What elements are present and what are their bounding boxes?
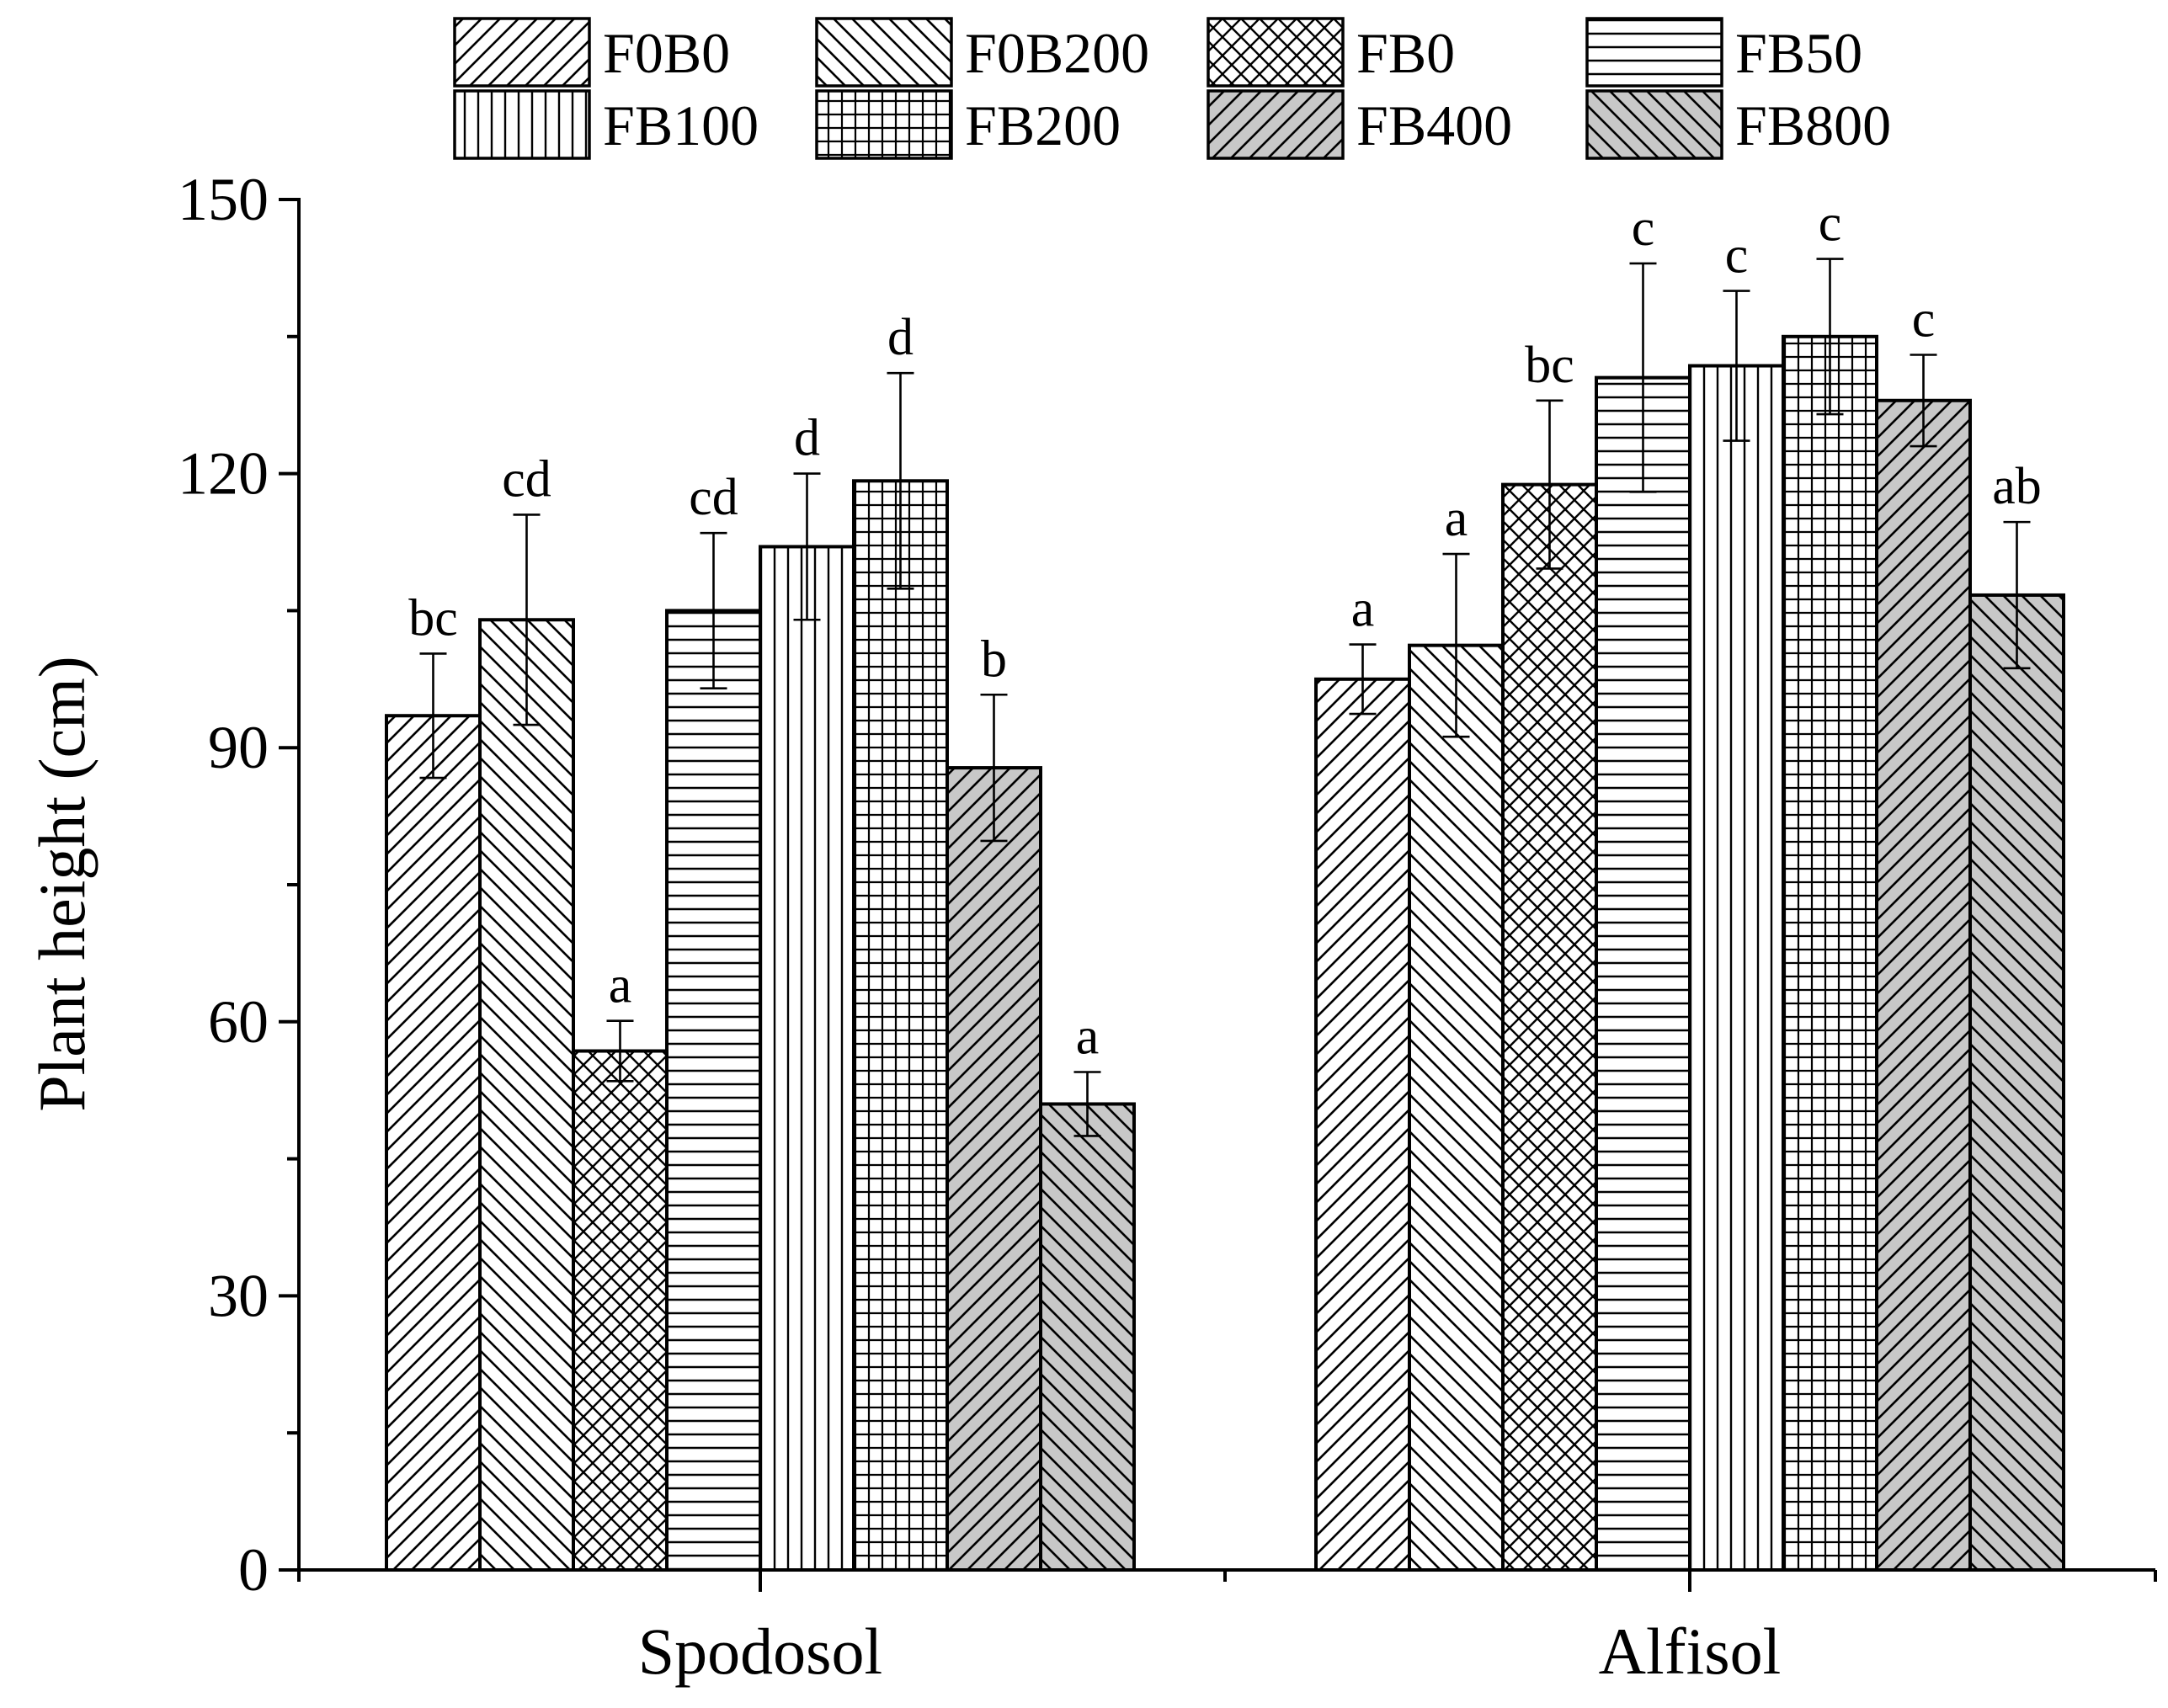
legend-swatch-fb100 (453, 89, 591, 160)
bar-f0b200-alfisol (1408, 643, 1505, 1572)
y-tick-label-60: 60 (208, 988, 269, 1056)
significance-label-fb0-alfisol: bc (1525, 337, 1574, 394)
significance-label-f0b0-spodosol: bc (408, 589, 458, 646)
bar-fb800-spodosol (1039, 1102, 1136, 1572)
significance-label-fb200-spodosol: d (887, 309, 914, 366)
y-tick-label-30: 30 (208, 1262, 269, 1329)
legend-label-fb200: FB200 (965, 93, 1121, 157)
y-tick-label-90: 90 (208, 714, 269, 781)
significance-label-fb400-spodosol: b (981, 631, 1007, 688)
significance-label-f0b0-alfisol: a (1351, 581, 1375, 638)
legend-label-fb0: FB0 (1356, 21, 1455, 85)
y-tick-label-0: 0 (238, 1536, 269, 1604)
x-tick-label-spodosol: Spodosol (638, 1615, 882, 1688)
significance-label-fb400-alfisol: c (1912, 291, 1936, 349)
legend-swatch-f0b200 (815, 17, 953, 88)
bar-fb50-spodosol (665, 609, 762, 1572)
significance-label-f0b200-alfisol: a (1445, 490, 1468, 547)
bar-fb400-spodosol (946, 766, 1042, 1572)
bar-f0b0-spodosol (385, 714, 482, 1572)
bar-fb400-alfisol (1875, 398, 1972, 1572)
y-axis-title: Plant height (cm) (25, 656, 99, 1112)
legend-label-f0b200: F0B200 (965, 21, 1149, 85)
legend-swatch-fb200 (815, 89, 953, 160)
significance-label-fb0-spodosol: a (609, 957, 632, 1014)
bar-fb0-alfisol (1501, 482, 1598, 1572)
bar-f0b0-alfisol (1314, 677, 1411, 1572)
significance-label-fb800-alfisol: ab (1992, 458, 2042, 515)
legend-label-fb100: FB100 (603, 93, 759, 157)
significance-label-fb100-alfisol: c (1725, 227, 1749, 285)
bar-fb100-alfisol (1688, 364, 1785, 1572)
legend-swatch-fb0 (1207, 17, 1345, 88)
legend-label-fb400: FB400 (1356, 93, 1512, 157)
bar-fb0-spodosol (572, 1049, 669, 1572)
significance-label-fb800-spodosol: a (1076, 1008, 1100, 1065)
bar-fb800-alfisol (1968, 593, 2065, 1572)
y-tick-label-120: 120 (178, 440, 269, 508)
bar-f0b200-spodosol (478, 618, 575, 1572)
bar-fb100-spodosol (759, 545, 855, 1572)
legend-label-fb800: FB800 (1735, 93, 1891, 157)
significance-label-f0b200-spodosol: cd (502, 450, 551, 508)
legend-swatch-fb400 (1207, 89, 1345, 160)
legend-swatch-fb50 (1585, 17, 1723, 88)
bar-fb200-spodosol (852, 479, 949, 1572)
significance-label-fb50-spodosol: cd (689, 469, 738, 526)
y-tick-label-150: 150 (178, 166, 269, 233)
legend-swatch-f0b0 (453, 17, 591, 88)
significance-label-fb200-alfisol: c (1819, 195, 1842, 253)
bar-fb200-alfisol (1782, 334, 1878, 1572)
legend-swatch-fb800 (1585, 89, 1723, 160)
significance-label-fb100-spodosol: d (794, 410, 820, 467)
legend-label-f0b0: F0B0 (603, 21, 730, 85)
x-tick-label-alfisol: Alfisol (1599, 1615, 1782, 1688)
significance-label-fb50-alfisol: c (1632, 200, 1655, 257)
legend-label-fb50: FB50 (1735, 21, 1862, 85)
bar-fb50-alfisol (1595, 375, 1691, 1572)
